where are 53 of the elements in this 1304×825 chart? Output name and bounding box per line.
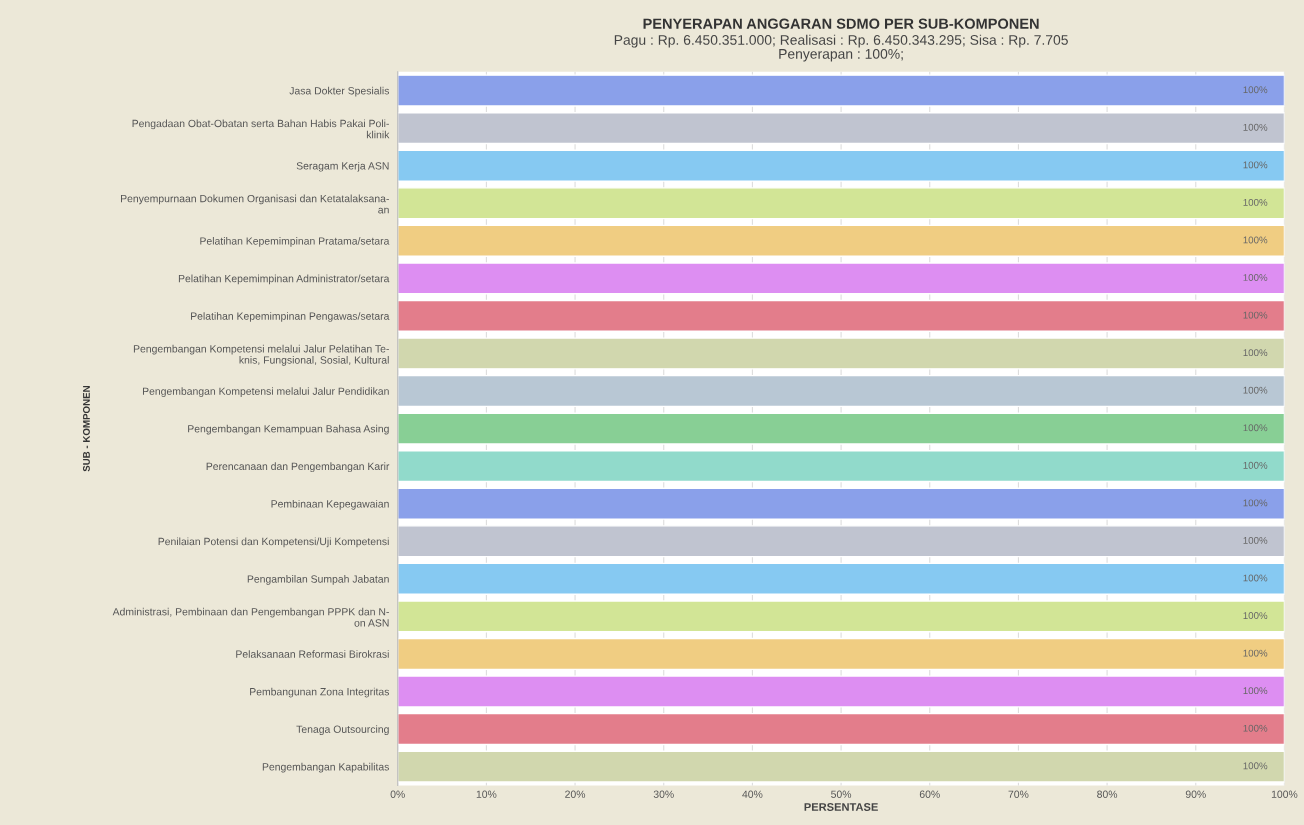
data-label: 100%: [1243, 536, 1268, 544]
data-label: 100%: [1243, 86, 1268, 94]
y-tick-label: Pengembangan Kompetensi melalui Jalur Pelatihan Te- knis, Fungsional, Sosial, Kultural: [133, 344, 389, 366]
x-tick-label: 0%: [390, 790, 405, 798]
y-tick-label: Pelaksanaan Reformasi Birokrasi: [236, 650, 389, 658]
y-tick-label: Penyempurnaan Dokumen Organisasi dan Ketatalaksana- an: [121, 194, 389, 214]
data-label: 100%: [1243, 762, 1268, 770]
data-label: 100%: [1243, 461, 1268, 469]
y-tick-label: Pembangunan Zona Integritas: [250, 687, 390, 698]
y-tick-label: Pengambilan Sumpah Jabatan: [247, 575, 389, 585]
data-label: 100%: [1243, 649, 1268, 657]
y-tick-label: Pengembangan Kapabilitas: [262, 762, 390, 773]
data-label: 100%: [1243, 236, 1268, 244]
y-tick-label: Administrasi, Pembinaan dan Pengembangan PPPK dan N- on ASN: [112, 607, 389, 627]
data-label: 100%: [1243, 349, 1268, 357]
y-tick-label: Seragam Kerja ASN: [296, 161, 389, 172]
y-tick-label: Pembinaan Kepegawaian: [271, 499, 389, 510]
x-tick-label: 40%: [742, 790, 763, 798]
chart-title: PENYERAPAN ANGGARAN SDMO PER SUB-KOMPONEN: [643, 18, 1039, 29]
x-tick-label: 50%: [831, 790, 852, 798]
data-label: 100%: [1243, 161, 1268, 169]
y-tick-label: Pengembangan Kompetensi melalui Jalur Pendidikan: [142, 387, 389, 397]
data-label: 100%: [1243, 274, 1268, 281]
x-tick-label: 20%: [565, 790, 586, 798]
x-tick-label: 100%: [1271, 790, 1298, 798]
x-tick-label: 90%: [1185, 790, 1206, 798]
data-label: 100%: [1243, 386, 1268, 394]
data-label: 100%: [1243, 724, 1268, 732]
y-tick-label: Perencanaan dan Pengembangan Karir: [206, 462, 390, 473]
y-tick-label: Pelatihan Kepemimpinan Administrator/setara: [178, 274, 390, 285]
x-axis-title: PERSENTASE: [804, 803, 878, 811]
chart-subtitle: Pagu : Rp. 6.450.351.000; Realisasi : Rp. 6.450.343.295; Sisa : Rp. 7.705 Penyerapan : 100%;: [614, 34, 1068, 62]
y-tick-label: Jasa Dokter Spesialis: [289, 86, 390, 97]
y-tick-label: Tenaga Outsourcing: [296, 725, 389, 735]
x-tick-label: 30%: [653, 790, 674, 798]
x-tick-label: 60%: [919, 790, 940, 798]
x-tick-label: 80%: [1097, 790, 1118, 798]
x-tick-label: 70%: [1008, 790, 1029, 798]
data-label: 100%: [1243, 574, 1268, 582]
data-label: 100%: [1243, 311, 1268, 319]
data-label: 100%: [1243, 424, 1268, 432]
data-label: 100%: [1243, 612, 1268, 619]
y-tick-label: Pengembangan Kemampuan Bahasa Asing: [188, 424, 389, 435]
y-tick-label: Pelatihan Kepemimpinan Pengawas/setara: [191, 312, 390, 322]
y-tick-label: Pengadaan Obat-Obatan serta Bahan Habis Pakai Poli- klinik: [132, 119, 390, 139]
data-label: 100%: [1243, 687, 1268, 695]
data-label: 100%: [1243, 123, 1268, 131]
y-tick-label: Pelatihan Kepemimpinan Pratama/setara: [200, 237, 390, 247]
x-tick-label: 10%: [476, 790, 497, 798]
y-tick-label: Penilaian Potensi dan Kompetensi/Uji Kompetensi: [158, 537, 389, 548]
data-label: 100%: [1243, 198, 1268, 206]
data-label: 100%: [1243, 499, 1268, 507]
y-axis-title: SUB - KOMPONEN: [83, 386, 90, 472]
